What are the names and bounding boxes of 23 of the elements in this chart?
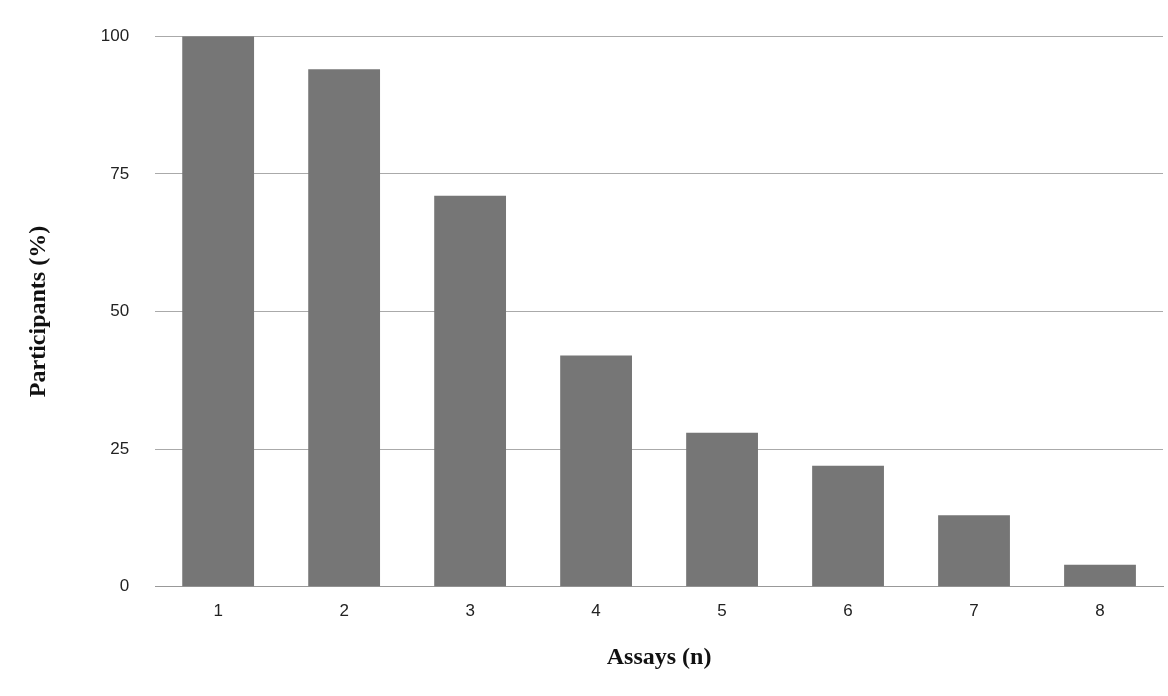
x-tick-label: 4 [591,600,601,620]
x-tick-label: 5 [717,600,727,620]
x-tick-label: 1 [213,600,223,620]
y-tick-label: 100 [100,25,130,45]
y-tick-label: 25 [110,438,130,458]
x-tick-label: 2 [339,600,349,620]
bar [1064,564,1136,587]
y-tick-label: 75 [110,163,130,183]
bar [686,432,758,587]
y-axis-title: Participants (%) [23,225,50,398]
x-tick-label: 7 [969,600,979,620]
bar [434,195,507,587]
x-tick-label: 8 [1095,600,1105,620]
y-tick-label: 50 [110,301,130,321]
bar [938,515,1010,587]
bar [560,355,632,587]
bar [182,36,255,587]
x-axis-title: Assays (n) [606,642,712,669]
y-tick-label: 0 [119,576,130,596]
x-tick-label: 3 [465,600,475,620]
bar [308,69,381,587]
x-tick-label: 6 [843,600,853,620]
bar [812,465,884,587]
